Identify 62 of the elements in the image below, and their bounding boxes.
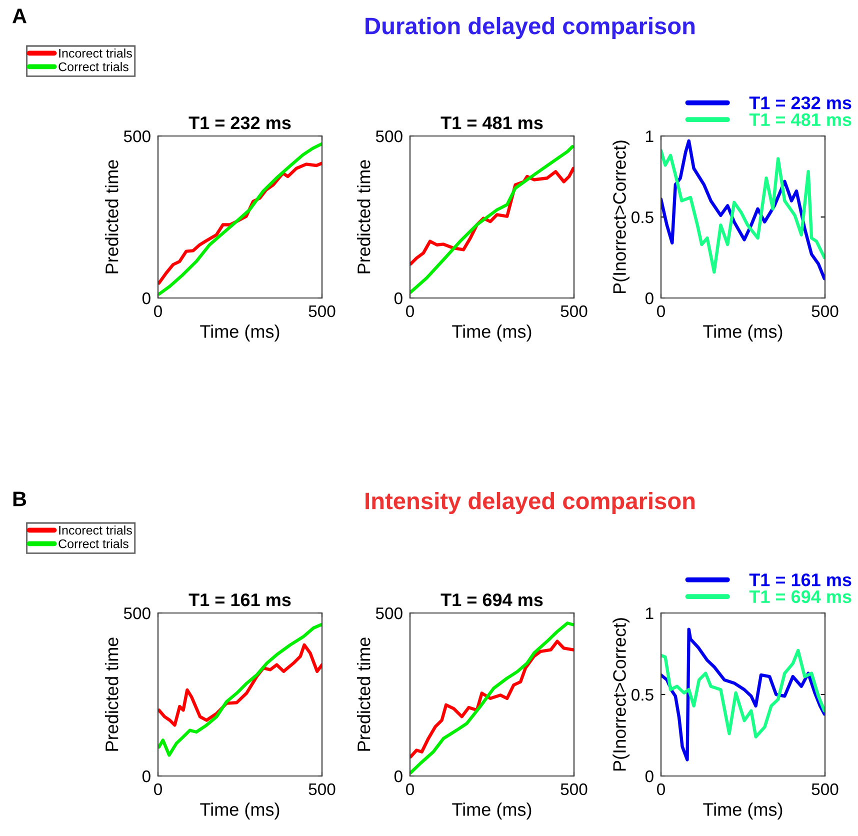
legend-label: T1 = 161 ms <box>749 573 852 586</box>
y-tick-label: 0 <box>142 292 150 304</box>
y-tick-label: 500 <box>376 607 402 620</box>
x-tick-label: 0 <box>154 783 162 796</box>
chart-title: T1 = 232 ms <box>188 116 291 130</box>
line-series <box>158 623 322 757</box>
x-tick-label: 500 <box>812 305 838 318</box>
y-axis-title: Predicted time <box>105 160 118 274</box>
x-tick-label: 0 <box>154 305 162 318</box>
legend-label: T1 = 232 ms <box>749 96 852 110</box>
x-axis-title: Time (ms) <box>452 324 532 342</box>
legend-label: Correct trials <box>58 539 128 548</box>
x-tick-label: 500 <box>560 783 588 796</box>
y-tick-label: 0 <box>394 770 402 782</box>
text: B <box>13 492 26 506</box>
legend-label: Correct trials <box>58 62 128 72</box>
y-tick-label: 1 <box>646 130 654 142</box>
line-series <box>158 142 322 296</box>
line-series <box>410 622 574 774</box>
x-tick-label: 500 <box>308 305 336 318</box>
x-tick-label: 500 <box>812 783 838 796</box>
legend-label: Incorect trials <box>59 526 132 535</box>
y-axis-title: P(Inorrect>Correct) <box>612 618 630 771</box>
y-tick-label: 1 <box>646 608 654 620</box>
y-axis-title: Predicted time <box>357 638 370 751</box>
line-series <box>410 640 574 758</box>
y-tick-label: 0.5 <box>632 211 654 224</box>
y-tick-label: 0 <box>645 292 654 304</box>
y-tick-label: 500 <box>376 130 402 142</box>
line-series <box>661 628 825 762</box>
chart-title: T1 = 481 ms <box>440 116 543 130</box>
text: Duration delayed comparison <box>366 16 695 40</box>
y-axis-title: Predicted time <box>357 160 370 274</box>
x-tick-label: 0 <box>406 783 414 796</box>
legend-label: T1 = 481 ms <box>749 113 852 126</box>
x-axis-title: Time (ms) <box>200 324 280 342</box>
y-axis-title: Predicted time <box>105 638 118 751</box>
x-tick-label: 500 <box>308 783 336 796</box>
x-tick-label: 0 <box>657 305 665 318</box>
legend-label: Incorect trials <box>59 48 132 58</box>
y-tick-label: 500 <box>124 607 150 620</box>
text: A <box>12 8 26 24</box>
line-series <box>158 643 322 727</box>
chart-title: T1 = 694 ms <box>440 593 543 606</box>
line-series <box>661 648 825 738</box>
text: Intensity delayed comparison <box>366 492 695 514</box>
x-tick-label: 0 <box>657 783 665 796</box>
x-tick-label: 0 <box>406 305 414 318</box>
x-axis-title: Time (ms) <box>703 324 782 342</box>
y-axis-title: P(Inorrect>Correct) <box>612 140 630 294</box>
y-tick-label: 0 <box>394 292 402 304</box>
x-axis-title: Time (ms) <box>200 802 280 820</box>
x-tick-label: 500 <box>560 305 588 318</box>
y-tick-label: 0 <box>645 770 654 782</box>
x-axis-title: Time (ms) <box>703 802 782 820</box>
y-tick-label: 500 <box>124 130 150 142</box>
y-tick-label: 0 <box>142 770 150 782</box>
y-tick-label: 0.5 <box>632 688 654 701</box>
x-axis-title: Time (ms) <box>452 802 532 820</box>
line-series <box>410 145 574 294</box>
legend-label: T1 = 694 ms <box>749 590 852 604</box>
chart-title: T1 = 161 ms <box>188 593 291 606</box>
